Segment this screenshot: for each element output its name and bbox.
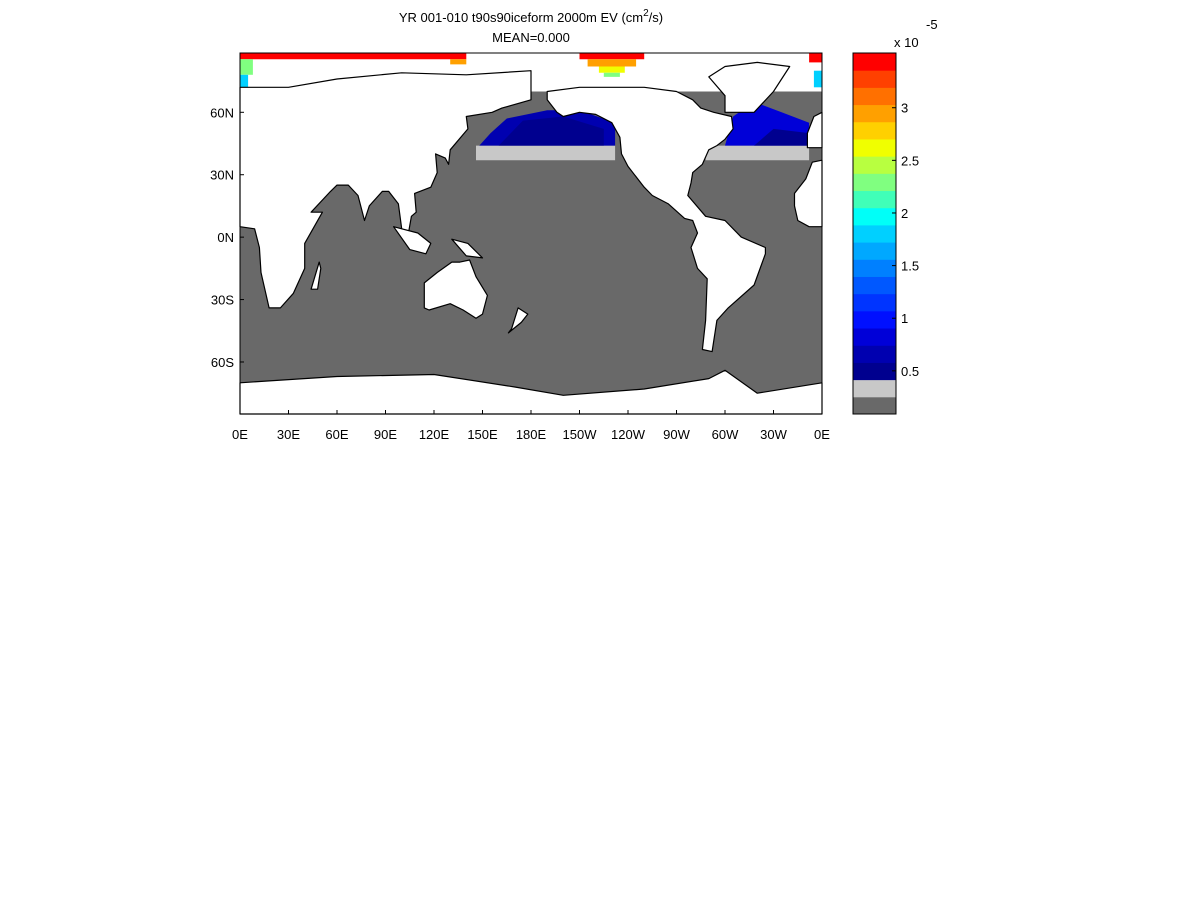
colorbar-band bbox=[853, 362, 896, 381]
lon-tick-label: 30W bbox=[760, 427, 787, 442]
colorbar-band bbox=[853, 138, 896, 157]
title-main: YR 001-010 t90s90iceform 2000m EV (cm bbox=[399, 10, 643, 25]
colorbar-band bbox=[853, 87, 896, 106]
colorbar-band bbox=[853, 345, 896, 363]
arctic-cyan bbox=[240, 74, 249, 88]
lon-tick-label: 90E bbox=[374, 427, 397, 442]
colorbar-band bbox=[853, 173, 896, 192]
colorbar-band bbox=[853, 53, 896, 71]
colorbar-band bbox=[853, 310, 896, 329]
colorbar-frame bbox=[852, 52, 897, 415]
lon-tick-label: 150E bbox=[467, 427, 498, 442]
land bbox=[507, 307, 529, 334]
colorbar-tick-label: 1 bbox=[901, 311, 908, 326]
map: 0E 30E 60E 90E 120E 150E 180E 150W 120W 90W 60W 30W… bbox=[210, 52, 830, 442]
colorbar-band bbox=[853, 70, 896, 88]
arctic-red-b bbox=[579, 53, 645, 60]
lon-tick-label: 120W bbox=[611, 427, 646, 442]
title-end: /s) bbox=[649, 10, 663, 25]
colorbar-band bbox=[853, 224, 896, 243]
lon-tick-label: 150W bbox=[563, 427, 598, 442]
lat-tick-label: 30S bbox=[211, 293, 234, 308]
colorbar-band bbox=[853, 104, 896, 123]
colorbar-band bbox=[853, 276, 896, 295]
lat-tick-label: 60N bbox=[210, 105, 234, 120]
atlantic-blue-dark bbox=[754, 128, 810, 146]
arctic-green-b bbox=[603, 72, 620, 77]
lon-tick-label: 60E bbox=[325, 427, 348, 442]
colorbar-band bbox=[853, 190, 896, 209]
arctic-yellow bbox=[598, 66, 625, 73]
arctic-red-c bbox=[809, 53, 822, 63]
colorbar-band bbox=[853, 156, 896, 174]
lon-tick-label: 0E bbox=[814, 427, 830, 442]
colorbar-tick-label: 3 bbox=[901, 101, 908, 116]
colorbar-band bbox=[853, 259, 896, 277]
colorbar-tick-label: 2.5 bbox=[901, 153, 919, 168]
colorbar-band bbox=[853, 396, 896, 415]
land bbox=[708, 61, 791, 113]
colorbar-band bbox=[853, 242, 896, 260]
land bbox=[451, 238, 484, 259]
lon-tick-label: 60W bbox=[712, 427, 739, 442]
lon-tick-label: 90W bbox=[663, 427, 690, 442]
pacific-blue-dark bbox=[498, 116, 604, 146]
colorbar-tick-label: 1.5 bbox=[901, 259, 919, 274]
lat-tick-label: 30N bbox=[210, 168, 234, 183]
lon-tick-label: 120E bbox=[419, 427, 450, 442]
colorbar-band bbox=[853, 379, 896, 398]
land bbox=[423, 259, 488, 319]
colorbar-tick-label: 0.5 bbox=[901, 364, 919, 379]
arctic-green bbox=[240, 59, 253, 75]
lat-tick-label: 60S bbox=[211, 355, 234, 370]
atlantic-band bbox=[705, 145, 810, 161]
land bbox=[310, 261, 322, 290]
colorbar-multiplier: x 10 bbox=[894, 35, 919, 50]
lon-tick-label: 180E bbox=[516, 427, 547, 442]
arctic-orange-b bbox=[587, 59, 637, 67]
arctic-red-a bbox=[240, 53, 467, 60]
colorbar-band bbox=[853, 328, 896, 346]
map-title: YR 001-010 t90s90iceform 2000m EV (cm2/s… bbox=[399, 8, 663, 25]
colorbar-band bbox=[853, 293, 896, 312]
land bbox=[546, 86, 767, 353]
land bbox=[806, 111, 823, 149]
colorbar-tick-label: 2 bbox=[901, 206, 908, 221]
colorbar-exponent: -5 bbox=[926, 17, 938, 32]
title-superscript: 2 bbox=[643, 8, 649, 19]
colorbar-band bbox=[853, 121, 896, 140]
colorbar: 0.5 1 1.5 2 2.5 3 x 10 -5 bbox=[852, 17, 938, 415]
arctic-orange bbox=[450, 59, 467, 65]
arctic-cyan-b bbox=[813, 70, 822, 88]
lon-tick-label: 0E bbox=[232, 427, 248, 442]
map-subtitle: MEAN=0.000 bbox=[492, 30, 570, 45]
lat-tick-label: 0N bbox=[217, 230, 234, 245]
land bbox=[393, 226, 432, 255]
pacific-band bbox=[476, 145, 616, 161]
lon-tick-label: 30E bbox=[277, 427, 300, 442]
colorbar-band bbox=[853, 207, 896, 226]
